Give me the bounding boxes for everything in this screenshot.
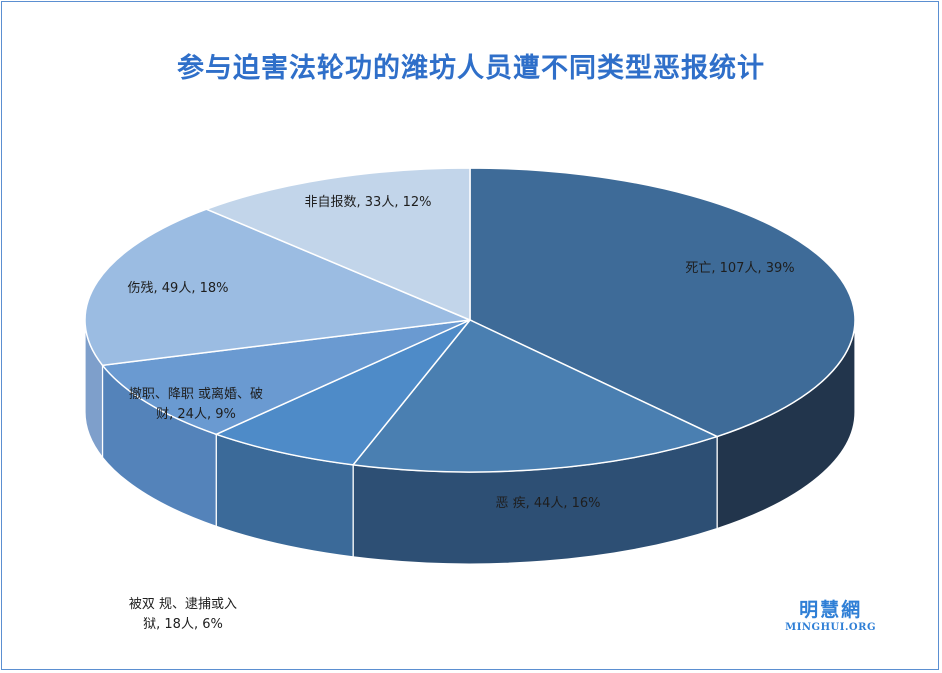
pie-slice-3	[101, 319, 471, 436]
slice-label-0: 死亡, 107人, 39%	[685, 261, 794, 276]
slice-label-3: 撤职、降职 或离婚、破财, 24人, 9%	[129, 386, 263, 422]
pie-slice-2	[214, 319, 471, 466]
pie-sides	[84, 319, 856, 565]
pie-slice-5	[204, 167, 471, 322]
chart-title: 参与迫害法轮功的潍坊人员遭不同类型恶报统计	[177, 53, 765, 84]
logo-chinese: 明慧網	[799, 599, 863, 621]
pie-slice-4	[84, 208, 473, 367]
pie-slices	[84, 167, 856, 473]
slice-label-4: 伤残, 49人, 18%	[128, 281, 229, 296]
slice-label-1: 恶 疾, 44人, 16%	[495, 496, 600, 511]
slice-label-2: 被双 规、逮捕或入狱, 18人, 6%	[129, 596, 237, 632]
logo-english: MINGHUI.ORG	[785, 622, 876, 633]
minghui-logo: 明慧網 MINGHUI.ORG	[785, 595, 876, 633]
slice-labels: 死亡, 107人, 39% 恶 疾, 44人, 16% 被双 规、逮捕或入狱, 18…	[128, 195, 795, 632]
slice-label-5: 非自报数, 33人, 12%	[305, 195, 432, 210]
pie-slice-0	[469, 167, 856, 438]
pie-slice-1	[351, 319, 720, 473]
